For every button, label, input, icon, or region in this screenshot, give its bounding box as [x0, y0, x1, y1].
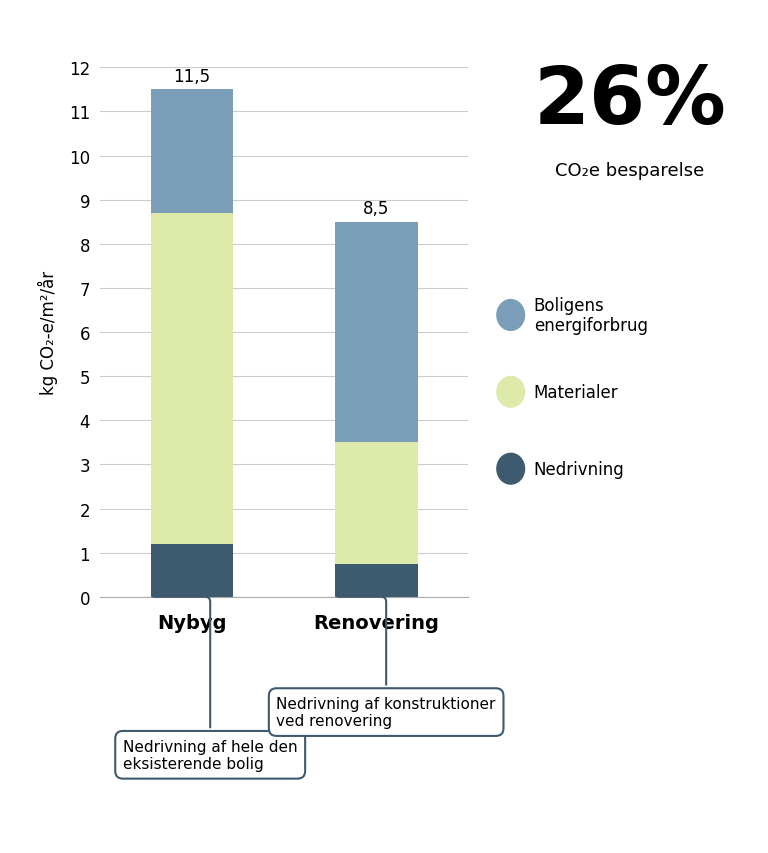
Text: CO₂e besparelse: CO₂e besparelse — [555, 161, 704, 180]
Text: Nedrivning af konstruktioner
ved renovering: Nedrivning af konstruktioner ved renover… — [276, 597, 496, 728]
Bar — [335, 223, 418, 443]
Text: 8,5: 8,5 — [363, 200, 389, 218]
Text: Nedrivning af hele den
eksisterende bolig: Nedrivning af hele den eksisterende boli… — [123, 597, 297, 771]
Text: Materialer: Materialer — [534, 383, 618, 402]
Text: Nedrivning: Nedrivning — [534, 460, 624, 479]
Y-axis label: kg CO₂-e/m²/år: kg CO₂-e/m²/år — [38, 270, 58, 395]
Bar — [335, 443, 418, 564]
Bar — [151, 214, 233, 544]
Text: 26%: 26% — [534, 63, 726, 142]
Bar — [151, 90, 233, 214]
Text: 11,5: 11,5 — [174, 68, 210, 86]
Text: Boligens
energiforbrug: Boligens energiforbrug — [534, 296, 647, 335]
Bar — [335, 564, 418, 597]
Bar — [151, 544, 233, 597]
